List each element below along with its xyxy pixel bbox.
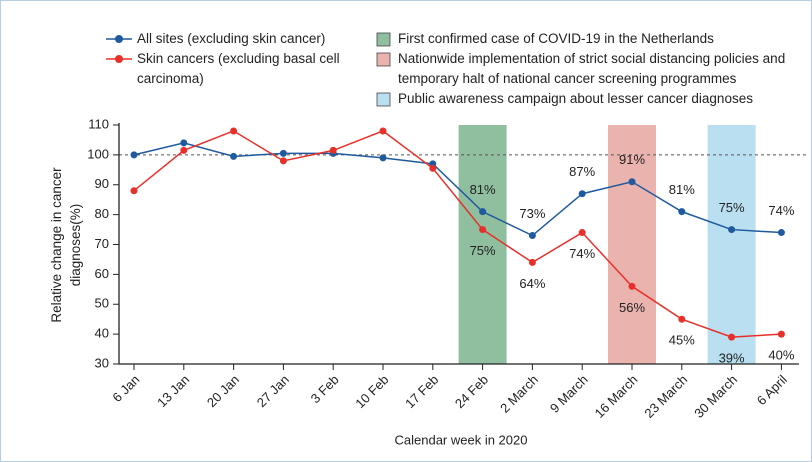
data-label: 75% bbox=[719, 200, 745, 215]
y-tick-label: 70 bbox=[95, 236, 109, 251]
data-label: 74% bbox=[768, 203, 794, 218]
legend-marker bbox=[115, 55, 123, 63]
y-tick-label: 90 bbox=[95, 176, 109, 191]
data-point bbox=[479, 226, 487, 234]
data-point bbox=[578, 229, 586, 237]
legend-label: First confirmed case of COVID-19 in the … bbox=[398, 31, 714, 46]
x-tick-label: 30 March bbox=[691, 372, 740, 421]
legend-swatch bbox=[376, 92, 391, 107]
legend-label: Public awareness campaign about lesser c… bbox=[398, 91, 753, 106]
y-tick-label: 30 bbox=[95, 355, 109, 370]
data-point bbox=[628, 282, 636, 290]
data-point bbox=[329, 146, 337, 154]
legend-label: Nationwide implementation of strict soci… bbox=[398, 51, 786, 86]
y-tick-label: 110 bbox=[88, 116, 109, 131]
x-tick-label: 17 Feb bbox=[402, 372, 441, 411]
data-point bbox=[628, 178, 636, 186]
data-point bbox=[777, 229, 785, 237]
highlight-band bbox=[608, 125, 656, 364]
data-point bbox=[279, 149, 287, 157]
legend-label: Skin cancers (excluding basal cell carci… bbox=[137, 51, 340, 86]
data-label: 73% bbox=[519, 206, 545, 221]
data-point bbox=[678, 315, 686, 323]
x-tick-label: 6 Jan bbox=[109, 372, 142, 405]
data-point bbox=[279, 157, 287, 165]
legend-swatch bbox=[376, 32, 391, 47]
x-axis-label: Calendar week in 2020 bbox=[395, 432, 528, 447]
highlight-band bbox=[707, 125, 756, 364]
data-point bbox=[230, 127, 238, 135]
x-tick-label: 2 March bbox=[497, 372, 541, 416]
data-point bbox=[130, 187, 138, 195]
data-label: 75% bbox=[470, 243, 496, 258]
x-tick-label: 24 Feb bbox=[452, 372, 491, 411]
y-axis-label: Relative change in cancer diagnoses(%) bbox=[49, 167, 83, 323]
series-line bbox=[133, 130, 782, 338]
data-label: 45% bbox=[669, 333, 695, 348]
y-tick-label: 100 bbox=[87, 146, 109, 161]
data-label: 39% bbox=[719, 351, 745, 366]
data-label: 87% bbox=[569, 164, 595, 179]
data-point bbox=[379, 127, 387, 135]
data-point bbox=[728, 226, 736, 234]
x-tick-label: 13 Jan bbox=[154, 372, 192, 410]
legend-swatch bbox=[376, 52, 391, 67]
x-tick-label: 27 Jan bbox=[254, 372, 292, 410]
data-label: 81% bbox=[470, 182, 496, 197]
y-tick-label: 50 bbox=[95, 296, 109, 311]
data-label: 81% bbox=[669, 182, 695, 197]
y-tick-label: 80 bbox=[95, 206, 109, 221]
data-point bbox=[728, 333, 736, 341]
data-label: 74% bbox=[569, 246, 595, 261]
data-point bbox=[379, 154, 387, 162]
data-label: 64% bbox=[519, 276, 545, 291]
x-tick-label: 23 March bbox=[641, 372, 690, 421]
highlight-band bbox=[458, 125, 507, 364]
data-point bbox=[429, 164, 437, 172]
data-point bbox=[528, 232, 536, 240]
data-point bbox=[130, 151, 138, 159]
x-tick-label: 20 Jan bbox=[204, 372, 242, 410]
legend-label: All sites (excluding skin cancer) bbox=[137, 31, 326, 46]
x-tick-label: 9 March bbox=[547, 372, 591, 416]
series-line bbox=[133, 142, 782, 237]
y-tick-label: 60 bbox=[95, 266, 109, 281]
x-tick-label: 10 Feb bbox=[352, 372, 391, 411]
x-tick-label: 6 April bbox=[754, 372, 790, 408]
data-point bbox=[678, 208, 686, 216]
data-point bbox=[528, 258, 536, 266]
data-point bbox=[578, 190, 586, 198]
data-point bbox=[777, 330, 785, 338]
x-tick-label: 16 March bbox=[592, 372, 641, 421]
data-point bbox=[180, 139, 188, 147]
data-point bbox=[230, 152, 238, 160]
x-tick-label: 3 Feb bbox=[308, 372, 342, 406]
data-point bbox=[180, 146, 188, 154]
y-tick-label: 40 bbox=[95, 326, 109, 341]
data-point bbox=[479, 208, 487, 216]
data-label: 40% bbox=[768, 348, 794, 363]
data-label: 56% bbox=[619, 300, 645, 315]
legend-marker bbox=[115, 35, 123, 43]
data-label: 91% bbox=[619, 152, 645, 167]
